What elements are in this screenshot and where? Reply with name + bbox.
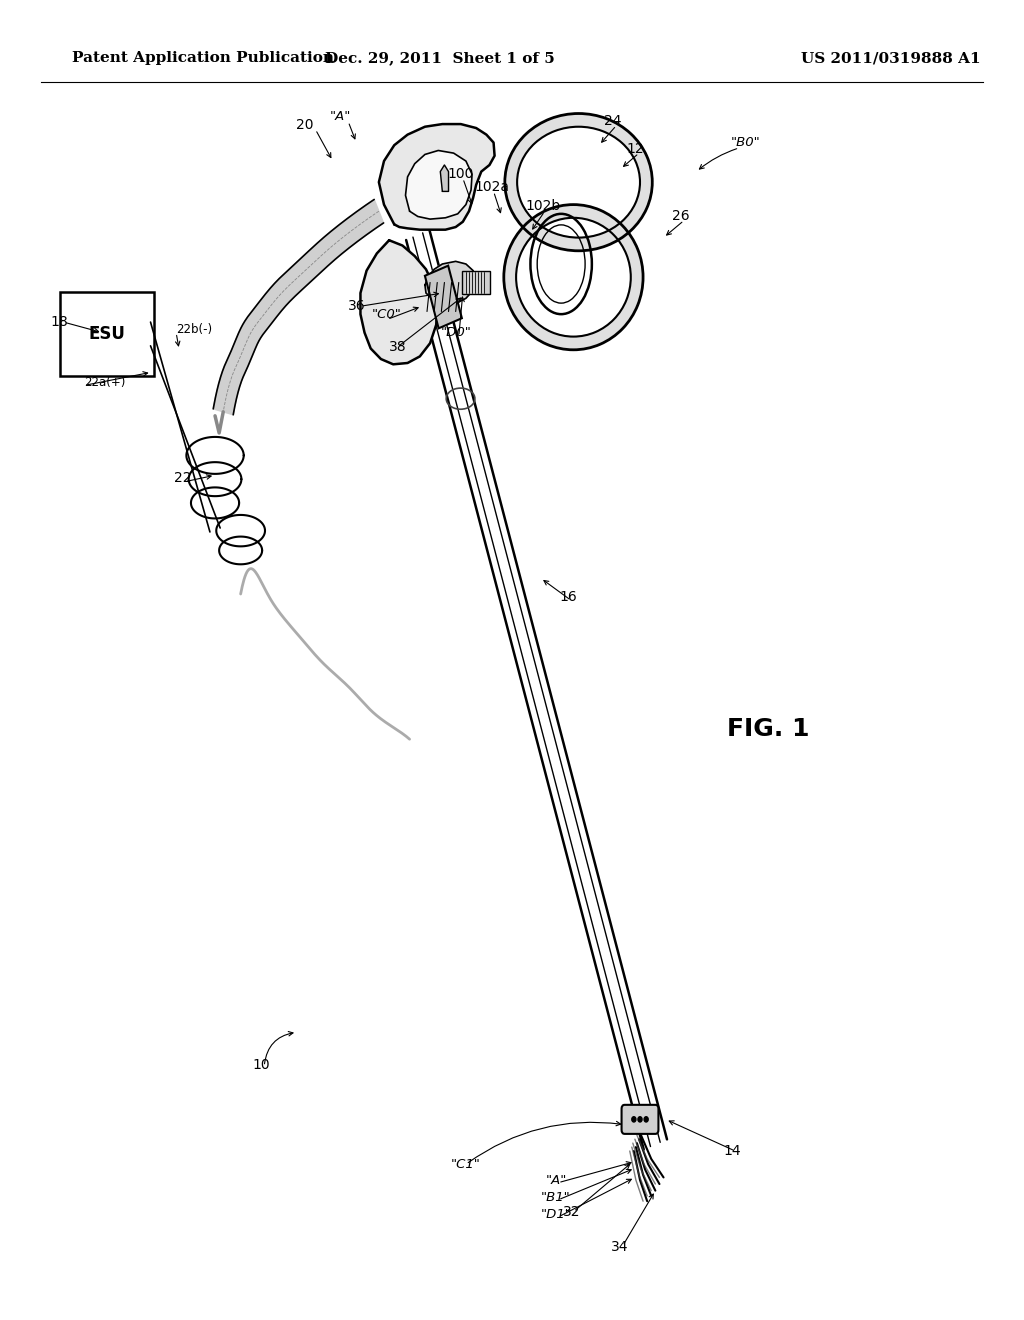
Text: US 2011/0319888 A1: US 2011/0319888 A1 [801,51,981,65]
Text: 36: 36 [347,300,366,313]
Polygon shape [360,240,437,364]
Text: 100: 100 [447,168,474,181]
Polygon shape [440,165,449,191]
Text: ESU: ESU [88,325,126,343]
Text: "A": "A" [330,110,350,123]
Text: "B0": "B0" [730,136,761,149]
Text: 10: 10 [252,1059,270,1072]
Polygon shape [505,114,652,251]
FancyBboxPatch shape [622,1105,658,1134]
Text: 12: 12 [626,143,644,156]
FancyBboxPatch shape [462,271,490,294]
Circle shape [644,1117,648,1122]
Polygon shape [425,261,476,304]
Text: 22: 22 [173,471,191,484]
Polygon shape [213,199,384,414]
Circle shape [638,1117,642,1122]
Text: "D1": "D1" [541,1208,571,1221]
Text: 34: 34 [610,1241,629,1254]
Text: "D0": "D0" [440,326,471,339]
Polygon shape [406,150,472,219]
FancyBboxPatch shape [425,265,462,329]
Text: 38: 38 [388,341,407,354]
Text: "C0": "C0" [372,308,402,321]
Polygon shape [379,124,495,230]
Text: 20: 20 [296,119,314,132]
Text: 102a: 102a [474,181,509,194]
Text: 102b: 102b [525,199,560,213]
Text: "C1": "C1" [451,1158,481,1171]
Text: 14: 14 [723,1144,741,1158]
Text: 24: 24 [603,115,622,128]
Circle shape [632,1117,636,1122]
Text: Patent Application Publication: Patent Application Publication [72,51,334,65]
Text: 22b(-): 22b(-) [176,323,212,337]
Text: Dec. 29, 2011  Sheet 1 of 5: Dec. 29, 2011 Sheet 1 of 5 [326,51,555,65]
Text: 22a(+): 22a(+) [84,376,125,389]
Text: "A": "A" [546,1173,566,1187]
Polygon shape [407,230,667,1150]
Text: FIG. 1: FIG. 1 [727,717,810,741]
Text: 32: 32 [562,1205,581,1218]
Text: 16: 16 [559,590,578,603]
Text: 26: 26 [672,210,690,223]
Polygon shape [504,205,643,350]
FancyBboxPatch shape [60,292,154,376]
Text: 18: 18 [50,315,69,329]
Text: "B1": "B1" [541,1191,571,1204]
